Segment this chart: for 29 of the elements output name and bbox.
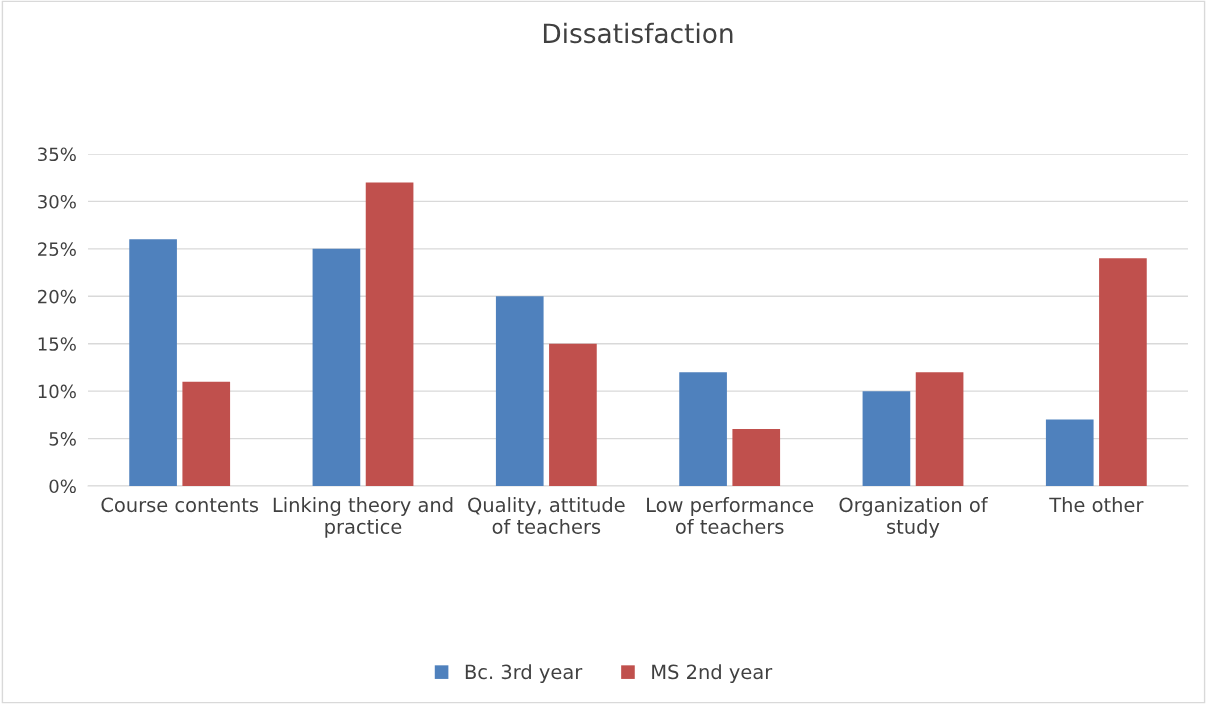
bar <box>1099 258 1147 486</box>
bar <box>365 182 414 486</box>
bar <box>312 248 361 486</box>
bar <box>549 343 597 486</box>
bar <box>915 372 964 486</box>
chart-title: Dissatisfaction <box>543 22 733 44</box>
bar <box>1045 419 1094 486</box>
bar <box>732 429 781 486</box>
bar <box>129 239 177 486</box>
legend-label: Bc. 3rd year <box>465 664 583 683</box>
y-tick-label: 15% <box>38 337 76 351</box>
bar <box>862 391 911 486</box>
x-tick-label: Low performance of teachers <box>647 497 814 534</box>
legend-label: MS 2nd year <box>652 664 773 683</box>
x-tick-label: Organization of study <box>839 497 988 538</box>
y-tick-label: 10% <box>38 384 76 399</box>
bar <box>182 381 231 486</box>
x-tick-label: Linking theory and practice <box>273 497 453 538</box>
x-tick-label: Course contents <box>101 497 259 513</box>
y-tick-label: 35% <box>38 147 76 162</box>
y-tick-label: 25% <box>38 242 76 256</box>
y-tick-label: 0% <box>49 479 76 494</box>
x-tick-label: The other <box>1049 497 1144 513</box>
bar <box>679 372 727 486</box>
x-tick-label: Quality, attitude of teachers <box>468 497 625 534</box>
y-tick-label: 5% <box>49 432 76 446</box>
y-tick-label: 30% <box>38 194 76 209</box>
y-tick-label: 20% <box>38 289 76 304</box>
bar <box>495 296 544 486</box>
